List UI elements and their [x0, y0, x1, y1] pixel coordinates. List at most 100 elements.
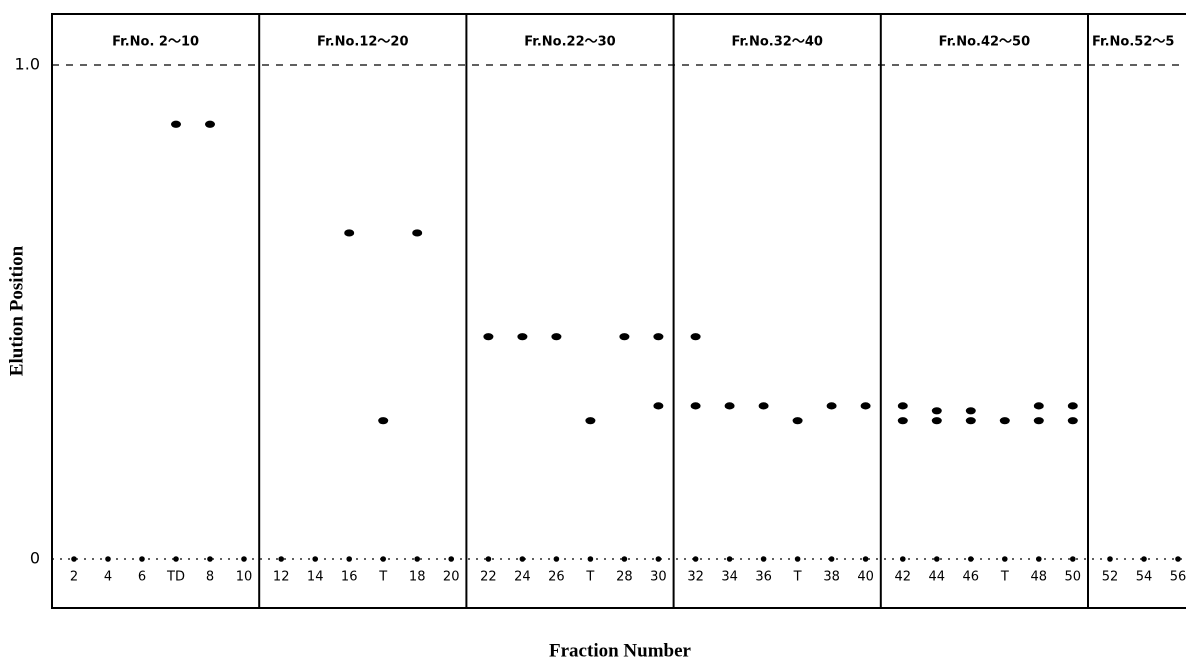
- origin-spot: [829, 556, 835, 562]
- origin-spot: [900, 556, 906, 562]
- spot: [653, 402, 663, 409]
- spot: [205, 121, 215, 128]
- spot: [1068, 402, 1078, 409]
- origin-spot: [622, 556, 628, 562]
- lane-label: 38: [823, 570, 840, 585]
- origin-spot: [934, 556, 940, 562]
- panel-title: Fr.No.42～50: [939, 35, 1030, 50]
- lane-label: 40: [857, 570, 874, 585]
- lane-label: 32: [687, 570, 704, 585]
- spot: [619, 333, 629, 340]
- spot: [517, 333, 527, 340]
- panel-title: Fr.No.52～5: [1092, 35, 1174, 50]
- lane-label: 2: [70, 570, 78, 585]
- origin-spot: [448, 556, 454, 562]
- spot: [1034, 417, 1044, 424]
- origin-spot: [414, 556, 420, 562]
- lane-label: 56: [1170, 570, 1186, 585]
- origin-spot: [139, 556, 145, 562]
- lane-label: 42: [895, 570, 912, 585]
- origin-spot: [173, 556, 179, 562]
- lane-label: T: [585, 570, 594, 585]
- lane-label: 26: [548, 570, 565, 585]
- origin-spot: [1107, 556, 1113, 562]
- spot: [725, 402, 735, 409]
- origin-spot: [1070, 556, 1076, 562]
- origin-spot: [761, 556, 767, 562]
- origin-spot: [693, 556, 699, 562]
- origin-spot: [278, 556, 284, 562]
- spot: [691, 333, 701, 340]
- spot: [898, 402, 908, 409]
- lane-label: 24: [514, 570, 531, 585]
- origin-spot: [1036, 556, 1042, 562]
- origin-spot: [1141, 556, 1147, 562]
- lane-label: 22: [480, 570, 497, 585]
- origin-spot: [1175, 556, 1181, 562]
- spot: [653, 333, 663, 340]
- origin-spot: [656, 556, 662, 562]
- lane-label: 8: [206, 570, 214, 585]
- spot: [585, 417, 595, 424]
- spot: [827, 402, 837, 409]
- lane-label: 14: [307, 570, 324, 585]
- origin-spot: [312, 556, 318, 562]
- lane-label: 28: [616, 570, 633, 585]
- panel-title: Fr.No.22～30: [524, 35, 615, 50]
- lane-label: 46: [963, 570, 980, 585]
- lane-label: 44: [929, 570, 946, 585]
- x-axis-label: Fraction Number: [549, 640, 692, 661]
- spot: [759, 402, 769, 409]
- panel-title: Fr.No. 2～10: [112, 35, 199, 50]
- lane-label: 20: [443, 570, 460, 585]
- y-tick-label: 1.0: [15, 55, 40, 74]
- lane-label: 34: [721, 570, 738, 585]
- lane-label: 18: [409, 570, 426, 585]
- panel-title: Fr.No.12～20: [317, 35, 408, 50]
- spot: [932, 417, 942, 424]
- spot: [483, 333, 493, 340]
- lane-label: 52: [1102, 570, 1119, 585]
- spot: [378, 417, 388, 424]
- lane-label: 10: [236, 570, 253, 585]
- lane-label: 50: [1065, 570, 1082, 585]
- lane-label: 36: [755, 570, 772, 585]
- lane-label: T: [793, 570, 802, 585]
- spot: [344, 229, 354, 236]
- y-tick-label: 0: [30, 549, 40, 568]
- spot: [1068, 417, 1078, 424]
- origin-spot: [241, 556, 247, 562]
- origin-spot: [588, 556, 594, 562]
- lane-label: T: [1000, 570, 1009, 585]
- origin-spot: [968, 556, 974, 562]
- spot: [966, 417, 976, 424]
- chart: Fraction Number Elution Position 0 1.0 Fr.…: [0, 0, 1186, 662]
- spot: [861, 402, 871, 409]
- lane-label: 54: [1136, 570, 1153, 585]
- origin-spot: [71, 556, 77, 562]
- spot: [966, 407, 976, 414]
- spot: [551, 333, 561, 340]
- spot: [1000, 417, 1010, 424]
- spot: [1034, 402, 1044, 409]
- lane-label: 4: [104, 570, 112, 585]
- origin-spot: [554, 556, 560, 562]
- origin-spot: [346, 556, 352, 562]
- lane-label: 6: [138, 570, 146, 585]
- spot: [793, 417, 803, 424]
- lane-label: 30: [650, 570, 667, 585]
- origin-spot: [1002, 556, 1008, 562]
- origin-spot: [727, 556, 733, 562]
- spot: [171, 121, 181, 128]
- spot: [932, 407, 942, 414]
- lane-label: TD: [166, 570, 185, 585]
- lane-label: T: [378, 570, 387, 585]
- spot: [898, 417, 908, 424]
- origin-spot: [486, 556, 492, 562]
- origin-spot: [207, 556, 213, 562]
- origin-spot: [105, 556, 111, 562]
- origin-spot: [795, 556, 801, 562]
- origin-spot: [520, 556, 526, 562]
- lane-label: 12: [273, 570, 290, 585]
- y-axis-label: Elution Position: [6, 245, 27, 376]
